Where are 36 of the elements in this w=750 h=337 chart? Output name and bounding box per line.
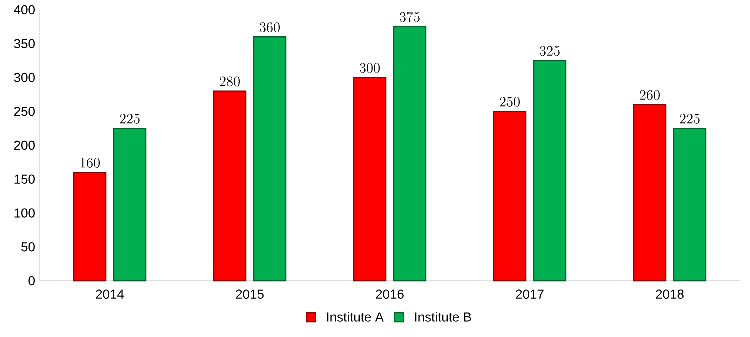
x-tick-label: 2017 xyxy=(516,290,544,299)
bar xyxy=(673,128,707,282)
x-tick-label: 2016 xyxy=(376,290,404,299)
y-tick-label: 100 xyxy=(14,208,35,218)
y-tick-label: 350 xyxy=(14,39,35,48)
bar xyxy=(253,36,287,282)
bar xyxy=(393,26,427,282)
data-label: 325 xyxy=(540,46,560,56)
data-label: 360 xyxy=(260,22,280,32)
bar xyxy=(633,104,667,282)
x-tick-label: 2015 xyxy=(236,290,264,299)
x-tick-label: 2018 xyxy=(656,290,684,299)
data-label: 160 xyxy=(80,158,100,168)
data-label: 375 xyxy=(400,12,420,22)
bar xyxy=(533,60,567,282)
bar xyxy=(493,111,527,282)
data-label: 300 xyxy=(360,63,380,74)
y-tick-label: 50 xyxy=(22,242,35,252)
bar xyxy=(73,172,107,282)
y-tick-label: 250 xyxy=(14,107,35,116)
legend-label: Institute A xyxy=(327,312,384,322)
y-tick-label: 200 xyxy=(14,140,35,150)
y-tick-label: 150 xyxy=(14,174,35,184)
data-label: 280 xyxy=(220,76,240,87)
x-tick-label: 2014 xyxy=(96,290,124,299)
data-label: 250 xyxy=(500,97,520,107)
bar xyxy=(213,90,247,282)
data-label: 225 xyxy=(120,114,140,124)
data-label: 225 xyxy=(680,114,700,124)
y-tick-label: 300 xyxy=(14,73,35,82)
bar xyxy=(113,128,147,282)
legend-label: Institute B xyxy=(415,312,472,322)
bar xyxy=(353,77,387,282)
y-tick-label: 0 xyxy=(28,276,35,286)
y-tick-label: 400 xyxy=(14,5,35,15)
data-label: 260 xyxy=(640,90,660,100)
